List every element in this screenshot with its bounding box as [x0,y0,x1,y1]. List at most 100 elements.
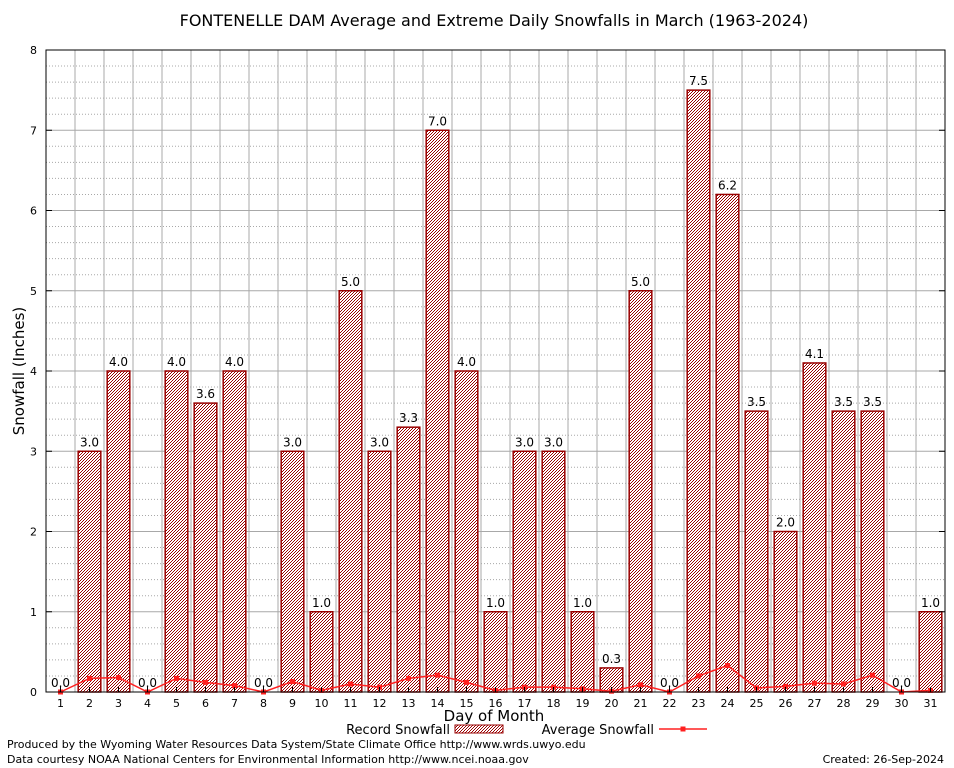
legend-record-label: Record Snowfall [346,723,450,738]
legend-average-marker [680,726,686,732]
bar-value-label-day-9: 3.0 [283,435,302,449]
record-bar-day-3 [106,370,131,693]
record-bar-day-28 [831,410,856,693]
bar-value-label-day-24: 6.2 [718,178,737,192]
x-tick-label-day-10: 10 [315,697,329,710]
average-point-day-6 [203,679,208,685]
record-bar-day-15 [454,370,479,693]
bar-value-label-day-21: 5.0 [631,275,650,289]
record-bar-day-26 [773,530,798,693]
x-tick-label-day-8: 8 [260,697,267,710]
average-point-day-3 [116,675,121,681]
y-tick-label: 2 [30,526,37,539]
bar-value-label-day-12: 3.0 [370,435,389,449]
record-bar-day-9 [280,450,305,693]
y-tick-label: 0 [30,686,37,699]
y-axis-label: Snowfall (Inches) [10,307,28,435]
x-tick-label-day-12: 12 [373,697,387,710]
x-axis-label: Day of Month [444,707,545,725]
record-bars [77,89,943,693]
bar-value-label-day-25: 3.5 [747,395,766,409]
bar-value-label-day-20: 0.3 [602,652,621,666]
credit-data-courtesy: Data courtesy NOAA National Centers for … [7,753,529,766]
bar-value-label-day-6: 3.6 [196,387,215,401]
average-point-day-27 [812,680,817,686]
record-bar-day-12 [367,450,392,693]
x-tick-label-day-19: 19 [576,697,590,710]
legend: Record Snowfall Average Snowfall [346,723,707,738]
x-tick-label-day-3: 3 [115,697,122,710]
bar-value-label-day-14: 7.0 [428,114,447,128]
x-tick-label-day-18: 18 [547,697,561,710]
x-tick-label-day-27: 27 [808,697,822,710]
record-bar-day-24 [715,193,740,693]
bar-value-label-day-1: 0.0 [51,676,70,690]
bar-value-label-day-7: 4.0 [225,355,244,369]
average-point-day-26 [783,683,788,689]
record-bar-day-23 [686,89,711,693]
y-tick-label: 3 [30,445,37,458]
average-point-day-24 [725,663,730,669]
y-tick-label: 6 [30,205,37,218]
record-bar-day-27 [802,362,827,693]
average-point-day-5 [174,675,179,681]
record-bar-day-17 [512,450,537,693]
bar-value-label-day-4: 0.0 [138,676,157,690]
x-tick-label-day-11: 11 [344,697,358,710]
record-bar-day-29 [860,410,885,693]
bar-value-label-day-16: 1.0 [486,596,505,610]
record-bar-day-5 [164,370,189,693]
record-bar-day-14 [425,129,450,693]
record-bar-day-19 [570,611,595,693]
y-tick-label: 1 [30,606,37,619]
record-bar-day-31 [918,611,943,693]
record-bar-day-21 [628,290,653,693]
x-tick-label-day-5: 5 [173,697,180,710]
y-axis-ticks: 0 1 2 3 4 5 6 7 8 [30,44,945,699]
bar-value-label-day-29: 3.5 [863,395,882,409]
average-point-day-11 [348,681,353,687]
bar-value-label-day-3: 4.0 [109,355,128,369]
x-axis-ticks: 1 2 3 4 5 6 7 8 9 10 11 12 13 14 15 16 17 18 19 20 21 22 23 24 2… [57,687,938,710]
x-tick-label-day-15: 15 [460,697,474,710]
bar-value-label-day-23: 7.5 [689,74,708,88]
bar-value-label-day-27: 4.1 [805,347,824,361]
x-tick-label-day-14: 14 [431,697,445,710]
x-tick-label-day-25: 25 [750,697,764,710]
bar-value-label-day-30: 0.0 [892,676,911,690]
x-tick-label-day-20: 20 [605,697,619,710]
bar-value-label-day-31: 1.0 [921,596,940,610]
x-tick-label-day-4: 4 [144,697,151,710]
x-tick-label-day-28: 28 [837,697,851,710]
y-tick-label: 5 [30,285,37,298]
average-point-day-13 [406,675,411,681]
x-tick-label-day-22: 22 [663,697,677,710]
average-point-day-9 [290,679,295,685]
x-tick-label-day-6: 6 [202,697,209,710]
x-tick-label-day-13: 13 [402,697,416,710]
average-point-day-7 [232,683,237,689]
legend-record-swatch [454,724,504,734]
bar-value-label-day-15: 4.0 [457,355,476,369]
bar-value-label-day-26: 2.0 [776,516,795,530]
chart-title: FONTENELLE DAM Average and Extreme Daily… [180,11,809,30]
bar-value-label-day-2: 3.0 [80,435,99,449]
bar-value-label-day-8: 0.0 [254,676,273,690]
bar-value-label-day-28: 3.5 [834,395,853,409]
credit-produced-by: Produced by the Wyoming Water Resources … [7,738,586,751]
record-bar-day-25 [744,410,769,693]
record-bar-day-7 [222,370,247,693]
x-tick-label-day-16: 16 [489,697,503,710]
x-tick-label-day-24: 24 [721,697,735,710]
bar-value-label-day-10: 1.0 [312,596,331,610]
x-tick-label-day-1: 1 [57,697,64,710]
bar-value-label-day-5: 4.0 [167,355,186,369]
average-point-day-29 [870,672,875,678]
record-bar-day-11 [338,290,363,693]
bar-value-labels: 0.0 3.0 4.0 0.0 4.0 3.6 4.0 0.0 3.0 1.0 5.0 3.0 3.3 7… [51,74,940,690]
record-bar-day-13 [396,426,421,693]
y-tick-label: 4 [30,365,37,378]
average-point-day-28 [841,681,846,687]
